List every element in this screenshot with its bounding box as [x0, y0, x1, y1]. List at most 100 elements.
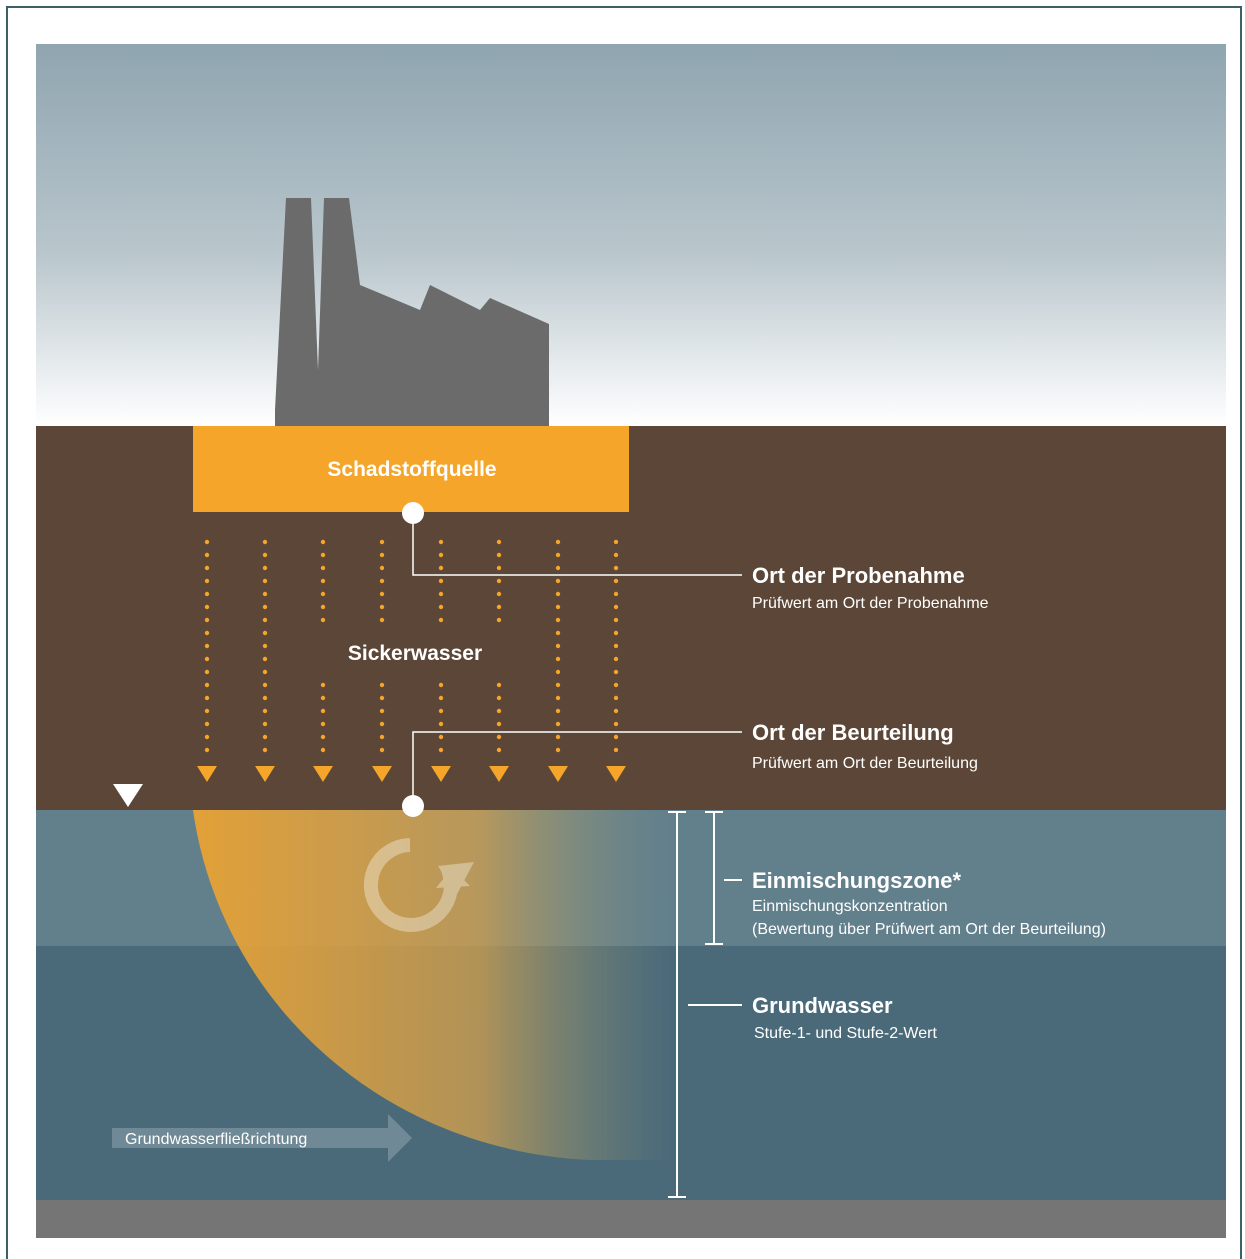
seepage-dot	[555, 617, 561, 623]
seepage-dot	[438, 617, 444, 623]
seepage-dot	[262, 591, 268, 597]
seepage-dot	[379, 539, 385, 545]
sky	[36, 44, 1226, 426]
seepage-arrowhead	[489, 766, 509, 782]
seepage-dot	[438, 552, 444, 558]
seepage-dot	[320, 747, 326, 753]
seepage-dot	[555, 682, 561, 688]
seepage-dot	[613, 669, 619, 675]
seepage-dot	[262, 565, 268, 571]
sampling-subtitle: Prüfwert am Ort der Probenahme	[752, 595, 989, 612]
seepage-dot	[613, 565, 619, 571]
seepage-dot	[496, 565, 502, 571]
sampling-point	[402, 502, 424, 524]
seepage-dot	[320, 695, 326, 701]
seepage-dot	[613, 617, 619, 623]
seepage-dot	[262, 695, 268, 701]
seepage-dot	[555, 630, 561, 636]
seepage-dot	[262, 539, 268, 545]
seepage-dot	[204, 591, 210, 597]
diagram-frame	[6, 6, 1242, 1259]
seepage-dot	[320, 604, 326, 610]
seepage-dot	[555, 734, 561, 740]
seepage-column	[372, 539, 392, 782]
seepage-dot	[320, 578, 326, 584]
seepage-dot	[320, 734, 326, 740]
circular-arrow-icon	[363, 838, 474, 932]
seepage-dot	[204, 682, 210, 688]
seepage-dot	[204, 604, 210, 610]
seepage-dot	[555, 669, 561, 675]
sampling-title: Ort der Probenahme	[752, 563, 965, 588]
seepage-label: Sickerwasser	[348, 642, 482, 665]
seepage-dot	[438, 747, 444, 753]
seepage-dot	[496, 539, 502, 545]
seepage-arrowhead	[255, 766, 275, 782]
seepage-arrowhead	[606, 766, 626, 782]
seepage-column	[197, 539, 217, 782]
seepage-dot	[320, 552, 326, 558]
bedrock-layer	[36, 1200, 1226, 1238]
factory-icon	[275, 198, 549, 426]
assessment-subtitle: Prüfwert am Ort der Beurteilung	[752, 755, 978, 772]
seepage-dot	[204, 721, 210, 727]
seepage-dot	[555, 565, 561, 571]
seepage-dot	[496, 604, 502, 610]
seepage-arrowhead	[548, 766, 568, 782]
assessment-title: Ort der Beurteilung	[752, 720, 954, 745]
seepage-dot	[496, 721, 502, 727]
seepage-dot	[204, 643, 210, 649]
seepage-dot	[204, 565, 210, 571]
seepage-dot	[379, 552, 385, 558]
seepage-dot	[379, 695, 385, 701]
seepage-dot	[438, 578, 444, 584]
seepage-dot	[555, 695, 561, 701]
seepage-dot	[262, 617, 268, 623]
seepage-flow	[197, 539, 626, 782]
seepage-dot	[320, 617, 326, 623]
seepage-dot	[438, 539, 444, 545]
inverted-triangle-icon	[113, 784, 143, 807]
mixing-zone-note: (Bewertung über Prüfwert am Ort der Beur…	[752, 921, 1106, 938]
seepage-dot	[262, 721, 268, 727]
seepage-column	[548, 539, 568, 782]
mixing-zone-bracket	[705, 811, 742, 945]
assessment-leader-line	[412, 731, 742, 806]
seepage-dot	[438, 604, 444, 610]
seepage-dot	[262, 708, 268, 714]
seepage-dot	[613, 643, 619, 649]
seepage-dot	[438, 721, 444, 727]
seepage-dot	[613, 604, 619, 610]
seepage-dot	[262, 604, 268, 610]
seepage-arrowhead	[372, 766, 392, 782]
seepage-dot	[320, 721, 326, 727]
seepage-dot	[262, 747, 268, 753]
seepage-dot	[555, 721, 561, 727]
seepage-dot	[496, 617, 502, 623]
seepage-dot	[204, 539, 210, 545]
seepage-dot	[613, 539, 619, 545]
seepage-dot	[320, 591, 326, 597]
seepage-dot	[555, 604, 561, 610]
seepage-dot	[555, 708, 561, 714]
right-arrow-icon	[112, 1114, 412, 1162]
seepage-dot	[262, 656, 268, 662]
seepage-dot	[320, 565, 326, 571]
seepage-dot	[496, 734, 502, 740]
seepage-dot	[613, 578, 619, 584]
seepage-dot	[262, 552, 268, 558]
sampling-leader-line	[412, 513, 742, 576]
seepage-arrowhead	[431, 766, 451, 782]
seepage-dot	[262, 734, 268, 740]
mixing-zone-subtitle: Einmischungskonzentration	[752, 898, 948, 915]
seepage-dot	[613, 682, 619, 688]
seepage-dot	[204, 630, 210, 636]
seepage-dot	[496, 708, 502, 714]
seepage-dot	[204, 656, 210, 662]
seepage-dot	[262, 643, 268, 649]
seepage-dot	[555, 591, 561, 597]
groundwater-title: Grundwasser	[752, 993, 893, 1018]
seepage-dot	[613, 734, 619, 740]
seepage-dot	[496, 591, 502, 597]
